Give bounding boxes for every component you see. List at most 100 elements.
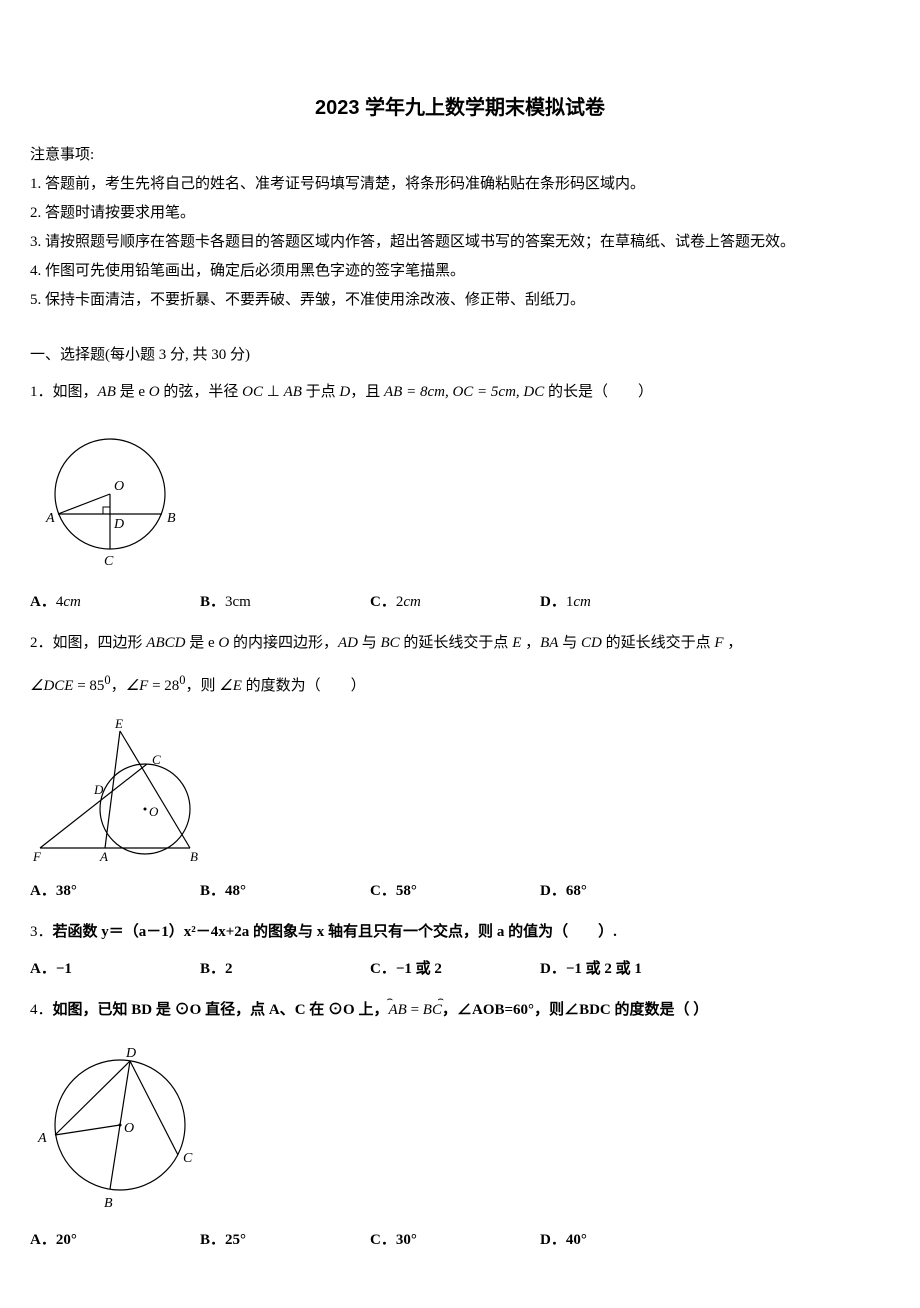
q2-optD-letter: D． (540, 883, 566, 899)
q4-o2: O (343, 1002, 355, 1018)
q4-options: A．20° B．25° C．30° D．40° (30, 1227, 890, 1254)
q2-l2c: ∠F = 280 (126, 678, 186, 694)
q2-optB: B．48° (200, 878, 370, 905)
q2-cd: CD (581, 635, 602, 651)
q1-optD-text: 1cm (566, 594, 591, 610)
q2-optC-text: 58° (396, 883, 417, 899)
q1-d: D (339, 384, 350, 400)
q2-optB-letter: B． (200, 883, 225, 899)
q3-optC: C．−1 或 2 (370, 956, 540, 983)
q4-optA-letter: A． (30, 1232, 56, 1248)
q3-optD-text: −1 或 2 或 1 (566, 961, 642, 977)
q2-options: A．38° B．48° C．58° D．68° (30, 878, 890, 905)
q4-t8: 的度数是（ ） (611, 1002, 709, 1018)
q2-optC-letter: C． (370, 883, 396, 899)
q4-t7: ，则∠ (534, 1002, 579, 1018)
notice-item-3: 3. 请按照题号顺序在答题卡各题目的答题区域内作答，超出答题区域书写的答案无效；… (30, 229, 890, 256)
q4-bdc: BDC (579, 1002, 611, 1018)
q3-optB-letter: B． (200, 961, 225, 977)
q4-num: 4． (30, 1002, 53, 1018)
q1-ab: AB (98, 384, 116, 400)
q4-t1: 是 ⊙ (152, 1002, 190, 1018)
q3-optC-text: −1 或 2 (396, 961, 442, 977)
q2-e: E (512, 635, 521, 651)
q2-optA-text: 38° (56, 883, 77, 899)
q4-optB-letter: B． (200, 1232, 225, 1248)
q4-t4: 在 ⊙ (306, 1002, 344, 1018)
q1-optB: B．3cm (200, 589, 370, 616)
q4-c: C (295, 1002, 306, 1018)
q2-figure: E C D O F A B (30, 716, 890, 866)
q1-optA-letter: A． (30, 594, 56, 610)
q2-l2e: ∠E (219, 678, 242, 694)
q4-optD: D．40° (540, 1227, 710, 1254)
q4-fig-label-C: C (183, 1151, 193, 1166)
q4-t0: 如图，已知 (53, 1002, 132, 1018)
q4-optC-letter: C． (370, 1232, 396, 1248)
q2-l2a: ∠DCE = 850 (30, 678, 111, 694)
q1-optB-letter: B． (200, 594, 225, 610)
q1-t5: 的长是（ ） (544, 384, 653, 400)
q3-optB-text: 2 (225, 961, 233, 977)
q4-optA-text: 20° (56, 1232, 77, 1248)
q3-optD: D．−1 或 2 或 1 (540, 956, 710, 983)
q1-fig-label-B: B (167, 511, 176, 526)
q4-fig-label-O: O (124, 1121, 134, 1136)
q4-fig-label-A: A (37, 1131, 47, 1146)
q2-t3: 与 (358, 635, 381, 651)
q1-optA-text: 4cm (56, 594, 81, 610)
q1-optC-text: 2cm (396, 594, 421, 610)
notice-item-1: 1. 答题前，考生先将自己的姓名、准考证号码填写清楚，将条形码准确粘贴在条形码区… (30, 171, 890, 198)
q1-o: O (149, 384, 160, 400)
q1-eq1: AB = 8cm, OC = 5cm, DC (384, 384, 544, 400)
q3-optB: B．2 (200, 956, 370, 983)
q1-t1: 是 e (116, 384, 149, 400)
q1-fig-label-A: A (45, 511, 55, 526)
q2-t6: 与 (558, 635, 581, 651)
q2-t7: 的延长线交于点 (602, 635, 715, 651)
q4-t2: 直径，点 (201, 1002, 269, 1018)
q1-optC-letter: C． (370, 594, 396, 610)
q4-optC: C．30° (370, 1227, 540, 1254)
q1-t2: 的弦，半径 (160, 384, 243, 400)
q3-optA-text: −1 (56, 961, 72, 977)
question-4: 4．如图，已知 BD 是 ⊙O 直径，点 A、C 在 ⊙O 上，AB = BC⌢… (30, 997, 890, 1254)
q4-bd: BD (131, 1002, 152, 1018)
q2-optB-text: 48° (225, 883, 246, 899)
q2-t8: ， (724, 635, 743, 651)
q4-optB-text: 25° (225, 1232, 246, 1248)
q2-num: 2． (30, 635, 53, 651)
q3-options: A．−1 B．2 C．−1 或 2 D．−1 或 2 或 1 (30, 956, 890, 983)
q2-ba: BA (540, 635, 558, 651)
q2-text: 2．如图，四边形 ABCD 是 e O 的内接四边形，AD 与 BC 的延长线交… (30, 630, 890, 657)
page-title: 2023 学年九上数学期末模拟试卷 (30, 90, 890, 126)
q2-fig-label-A: A (99, 849, 108, 864)
q2-t4: 的延长线交于点 (400, 635, 513, 651)
notice-item-5: 5. 保持卡面清洁，不要折暴、不要弄破、弄皱，不准使用涂改液、修正带、刮纸刀。 (30, 287, 890, 314)
q1-t0: 如图， (53, 384, 98, 400)
q2-optA: A．38° (30, 878, 200, 905)
q1-fig-label-D: D (113, 517, 124, 532)
section-1-heading: 一、选择题(每小题 3 分, 共 30 分) (30, 342, 890, 369)
q2-abcd: ABCD (146, 635, 185, 651)
q4-t5: 上， (355, 1002, 389, 1018)
q4-text: 4．如图，已知 BD 是 ⊙O 直径，点 A、C 在 ⊙O 上，AB = BC⌢… (30, 997, 890, 1024)
q4-o: O (190, 1002, 202, 1018)
q4-optC-text: 30° (396, 1232, 417, 1248)
q3-optA-letter: A． (30, 961, 56, 977)
q2-t1: 是 e (185, 635, 218, 651)
question-2: 2．如图，四边形 ABCD 是 e O 的内接四边形，AD 与 BC 的延长线交… (30, 630, 890, 905)
q1-optB-text: 3cm (225, 594, 251, 610)
q2-l2d: ，则 (186, 678, 220, 694)
q3-optA: A．−1 (30, 956, 200, 983)
q3-text: 3．若函数 y＝（a－1）x²－4x+2a 的图象与 x 轴有且只有一个交点，则… (30, 919, 890, 946)
q1-t3: 于点 (302, 384, 340, 400)
q2-fig-label-C: C (152, 752, 161, 767)
q2-f: F (714, 635, 723, 651)
q4-t6: ，∠ (442, 1002, 472, 1018)
q1-figure: O A B D C (30, 422, 890, 577)
q3-optC-letter: C． (370, 961, 396, 977)
q2-fig-label-F: F (32, 849, 42, 864)
q1-optD-letter: D． (540, 594, 566, 610)
q1-optA: A．4cm (30, 589, 200, 616)
